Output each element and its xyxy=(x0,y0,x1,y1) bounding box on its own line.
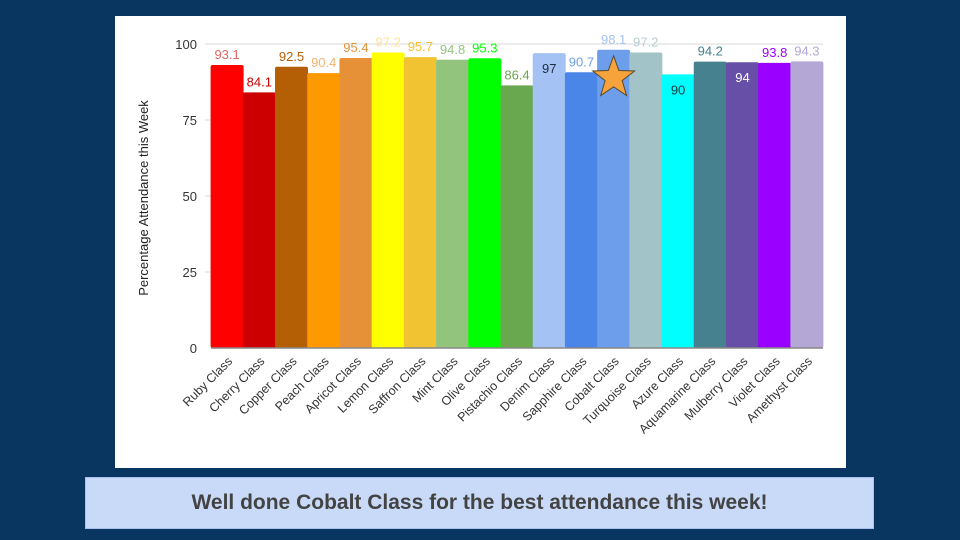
data-label: 93.8 xyxy=(762,45,787,60)
congratulations-banner: Well done Cobalt Class for the best atte… xyxy=(85,477,874,529)
bar xyxy=(339,57,373,348)
data-label: 94 xyxy=(735,70,749,85)
y-tick-label: 25 xyxy=(183,265,197,280)
bar xyxy=(436,59,470,349)
bar-chart: 0 25 50 75 100 Percentage Attendance this We… xyxy=(136,32,824,436)
data-label: 97.2 xyxy=(376,35,401,50)
bar xyxy=(597,49,631,348)
bar xyxy=(725,62,759,349)
y-tick-label: 75 xyxy=(183,113,197,128)
bar xyxy=(275,66,309,349)
y-axis-label: Percentage Attendance this Week xyxy=(136,100,151,296)
bar xyxy=(500,85,534,349)
data-label: 86.4 xyxy=(504,67,529,82)
bars xyxy=(210,49,824,349)
bar xyxy=(532,53,566,349)
bar xyxy=(403,57,437,349)
bar xyxy=(307,73,341,349)
star-icon xyxy=(591,54,637,97)
data-label: 95.4 xyxy=(343,40,368,55)
y-axis-ticks: 0 25 50 75 100 xyxy=(175,37,197,356)
y-tick-label: 0 xyxy=(190,341,197,356)
bar xyxy=(564,72,598,348)
data-labels: 93.1 84.1 92.5 90.4 95.4 97.2 95.7 94.8 95.3 86.4… xyxy=(214,32,819,98)
data-label: 95.3 xyxy=(472,40,497,55)
star-shape xyxy=(591,54,637,97)
data-label: 98.1 xyxy=(601,32,626,47)
data-label: 90.4 xyxy=(311,55,336,70)
data-label: 92.5 xyxy=(279,49,304,64)
banner-message: Well done Cobalt Class for the best atte… xyxy=(191,491,768,514)
data-label: 90 xyxy=(671,82,685,97)
bar xyxy=(661,74,695,349)
data-label: 97.2 xyxy=(633,35,658,50)
bar xyxy=(629,52,663,349)
bar xyxy=(468,58,502,349)
data-label: 94.3 xyxy=(794,43,819,58)
bar xyxy=(242,92,276,348)
data-label: 95.7 xyxy=(408,39,433,54)
bar xyxy=(758,62,792,349)
data-label: 94.2 xyxy=(698,44,723,59)
data-label: 93.1 xyxy=(214,47,239,62)
bar xyxy=(790,61,824,348)
data-label: 94.8 xyxy=(440,42,465,57)
data-label: 84.1 xyxy=(247,74,272,89)
y-tick-label: 50 xyxy=(183,189,197,204)
bar xyxy=(371,52,405,349)
data-label: 90.7 xyxy=(569,54,594,69)
y-tick-label: 100 xyxy=(175,37,197,52)
bar xyxy=(210,64,244,348)
chart-panel: 0 25 50 75 100 Percentage Attendance this We… xyxy=(115,16,846,468)
bar xyxy=(693,61,727,349)
data-label: 97 xyxy=(542,61,556,76)
